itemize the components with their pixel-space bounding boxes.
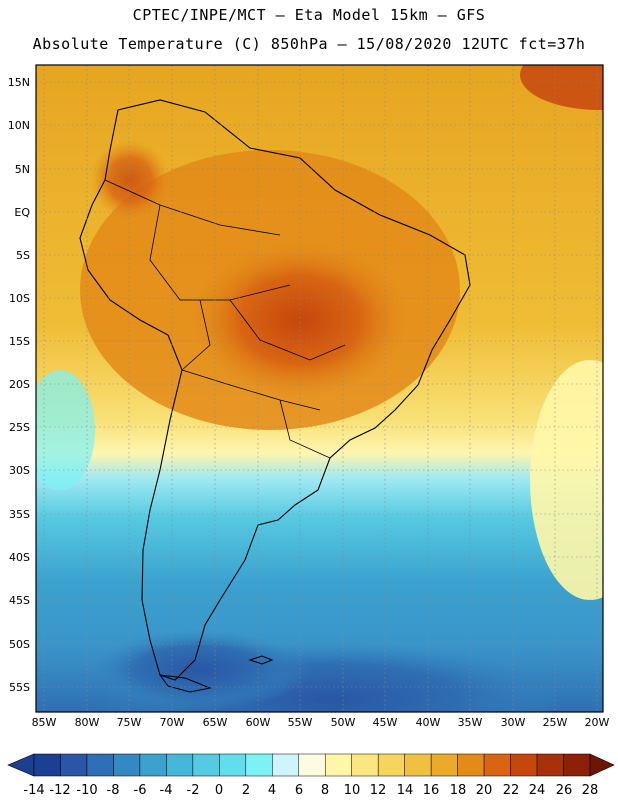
lon-label: 65W: [203, 716, 228, 729]
colorbar-label: 26: [556, 783, 573, 798]
colorbar-label: 12: [370, 783, 387, 798]
lon-label: 70W: [160, 716, 185, 729]
lat-label: EQ: [14, 206, 30, 219]
colorbar-label: 2: [242, 783, 250, 798]
lon-label: 50W: [331, 716, 356, 729]
temperature-field: [36, 65, 603, 712]
colorbar-swatch: [483, 753, 511, 777]
lat-label: 40S: [9, 551, 30, 564]
colorbar-swatch: [351, 753, 379, 777]
colorbar-swatch: [113, 753, 141, 777]
temperature-map: 15N 10N 5N EQ 5S 10S 15S 20S 25S 30S 35S…: [8, 64, 610, 729]
colorbar-swatch: [430, 753, 458, 777]
lat-label: 10N: [8, 119, 30, 132]
colorbar-swatch: [298, 753, 326, 777]
colorbar-label: 10: [344, 783, 361, 798]
lon-label: 25W: [543, 716, 568, 729]
lon-label: 35W: [458, 716, 483, 729]
colorbar-swatch: [457, 753, 485, 777]
colorbar-swatch: [245, 753, 273, 777]
lat-label: 10S: [9, 292, 30, 305]
colorbar-label: -2: [187, 783, 200, 798]
colorbar-label: -4: [160, 783, 173, 798]
colorbar-label: 24: [529, 783, 546, 798]
colorbar-label: -6: [134, 783, 147, 798]
colorbar-label: 0: [215, 783, 223, 798]
lat-label: 5S: [16, 249, 30, 262]
lon-label: 30W: [501, 716, 526, 729]
colorbar-swatch: [510, 753, 538, 777]
lat-label: 20S: [9, 378, 30, 391]
lon-label: 75W: [117, 716, 142, 729]
colorbar-swatch: [536, 753, 564, 777]
colorbar-swatch: [192, 753, 220, 777]
lon-label: 85W: [32, 716, 57, 729]
colorbar-swatch: [33, 753, 61, 777]
map-frame: [35, 64, 604, 713]
lat-label: 5N: [15, 163, 30, 176]
colorbar-swatch: [324, 753, 352, 777]
lat-label: 35S: [9, 508, 30, 521]
colorbar-swatch: [563, 753, 591, 777]
colorbar-labels: -14 -12 -10 -8 -6 -4 -2 0 2 4 6 8 10 12 …: [23, 783, 598, 798]
lat-label: 55S: [9, 681, 30, 694]
colorbar-label: 8: [321, 783, 329, 798]
continent-outline: [79, 99, 471, 681]
colorbar-low-arrow: [7, 753, 35, 777]
color-swatches: [7, 753, 615, 777]
colorbar-label: 6: [295, 783, 303, 798]
colorbar-label: 14: [397, 783, 414, 798]
lon-label: 80W: [75, 716, 100, 729]
colorbar-swatch: [139, 753, 167, 777]
colorbar-label: 28: [582, 783, 599, 798]
colorbar-swatch: [404, 753, 432, 777]
falklands: [248, 655, 274, 665]
colorbar-label: -12: [49, 783, 70, 798]
map-title-line-2: Absolute Temperature (C) 850hPa – 15/08/…: [32, 35, 586, 53]
lon-label: 40W: [416, 716, 441, 729]
country-borders: [104, 179, 346, 459]
lon-label: 55W: [288, 716, 313, 729]
colorbar-swatch: [377, 753, 405, 777]
colorbar-swatch: [219, 753, 247, 777]
lat-label: 50S: [9, 638, 30, 651]
colorbar-label: 18: [450, 783, 467, 798]
lat-label: 45S: [9, 594, 30, 607]
longitude-labels: 85W 80W 75W 70W 65W 60W 55W 50W 45W 40W …: [32, 716, 610, 729]
colorbar-swatch: [166, 753, 194, 777]
lat-label: 15N: [8, 76, 30, 89]
lon-label: 20W: [585, 716, 610, 729]
colorbar-label: -8: [107, 783, 120, 798]
colorbar-swatch: [272, 753, 300, 777]
graticule: [36, 65, 603, 712]
colorbar-label: 22: [503, 783, 520, 798]
colorbar-swatch: [86, 753, 114, 777]
color-scale-legend: -14 -12 -10 -8 -6 -4 -2 0 2 4 6 8 10 12 …: [7, 753, 615, 798]
colorbar-label: -14: [23, 783, 44, 798]
latitude-labels: 15N 10N 5N EQ 5S 10S 15S 20S 25S 30S 35S…: [8, 76, 31, 694]
lat-label: 30S: [9, 464, 30, 477]
lat-label: 15S: [9, 335, 30, 348]
colorbar-swatch: [60, 753, 88, 777]
colorbar-label: 16: [423, 783, 440, 798]
colorbar-label: 4: [268, 783, 276, 798]
colorbar-label: 20: [476, 783, 493, 798]
map-title-line-1: CPTEC/INPE/MCT – Eta Model 15km – GFS: [132, 6, 486, 24]
tierra-del-fuego: [158, 674, 212, 693]
lon-label: 60W: [246, 716, 271, 729]
lon-label: 45W: [373, 716, 398, 729]
colorbar-label: -10: [76, 783, 97, 798]
lat-label: 25S: [9, 421, 30, 434]
colorbar-high-arrow: [589, 753, 615, 777]
